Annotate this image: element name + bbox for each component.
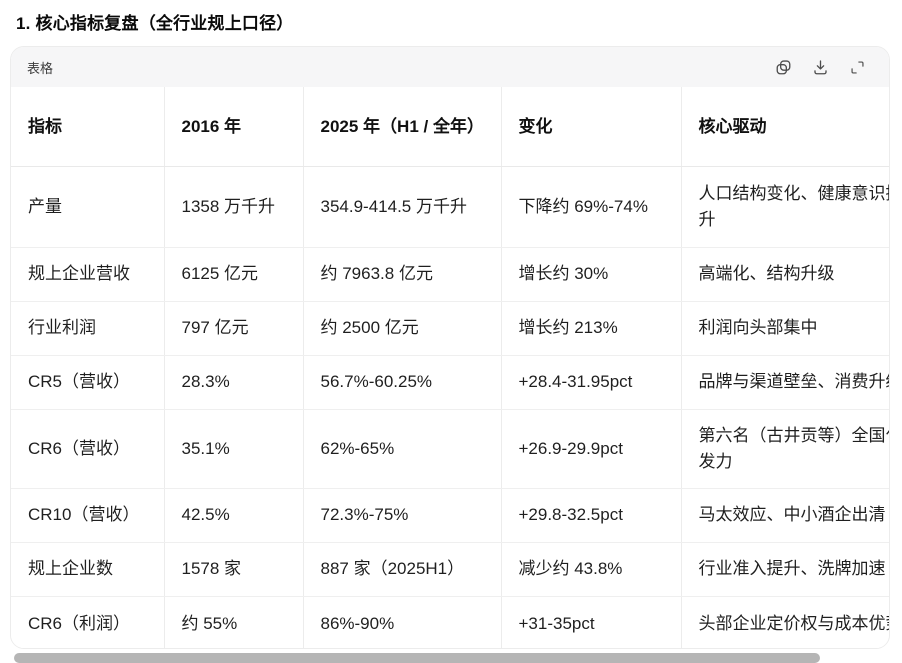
cell-2016: 约 55% — [164, 596, 304, 648]
toolbar-actions — [773, 57, 867, 77]
cell-driver: 利润向头部集中 — [681, 301, 889, 356]
cell-change: +31-35pct — [501, 596, 682, 648]
table-header-row: 指标 2016 年 2025 年（H1 / 全年） 变化 核心驱动 — [11, 87, 889, 167]
expand-icon — [849, 59, 866, 76]
table-row: 行业利润 797 亿元 约 2500 亿元 增长约 213% 利润向头部集中 — [11, 301, 889, 356]
cell-change: +29.8-32.5pct — [501, 488, 682, 543]
table-card-toolbar: 表格 — [11, 47, 889, 87]
cell-change: 增长约 213% — [501, 301, 682, 356]
horizontal-scrollbar-track — [14, 653, 894, 663]
table-row: CR6（利润） 约 55% 86%-90% +31-35pct 头部企业定价权与… — [11, 596, 890, 648]
cell-2016: 28.3% — [164, 355, 304, 410]
download-icon — [811, 58, 830, 77]
table-row: CR6（营收） 35.1% 62%-65% +26.9-29.9pct 第六名（… — [11, 409, 889, 489]
column-header-indicator: 指标 — [11, 87, 165, 167]
cell-2016: 6125 亿元 — [164, 247, 304, 302]
cell-indicator: CR10（营收） — [11, 488, 165, 543]
cell-driver: 人口结构变化、健康意识提升 — [681, 166, 889, 248]
column-header-change: 变化 — [501, 87, 682, 167]
cell-change: +26.9-29.9pct — [501, 409, 682, 489]
cell-driver: 头部企业定价权与成本优势 — [698, 613, 890, 633]
copy-icon — [774, 58, 793, 77]
cell-driver: 马太效应、中小酒企出清 — [681, 488, 889, 543]
cell-2025: 约 7963.8 亿元 — [303, 247, 502, 302]
cell-indicator: 规上企业营收 — [11, 247, 165, 302]
cell-change: 减少约 43.8% — [501, 542, 682, 597]
page-title: 1. 核心指标复盘（全行业规上口径） — [16, 14, 294, 33]
table-row: 规上企业数 1578 家 887 家（2025H1） 减少约 43.8% 行业准… — [11, 542, 889, 597]
cell-2025: 62%-65% — [303, 409, 502, 489]
cell-2025: 86%-90% — [303, 596, 502, 648]
column-header-2025: 2025 年（H1 / 全年） — [303, 87, 502, 167]
cell-driver: 品牌与渠道壁垒、消费升级 — [681, 355, 889, 410]
cell-2025: 约 2500 亿元 — [303, 301, 502, 356]
copy-button[interactable] — [773, 57, 793, 77]
toolbar-title: 表格 — [27, 60, 54, 76]
cell-2025: 56.7%-60.25% — [303, 355, 502, 410]
download-button[interactable] — [810, 57, 830, 77]
cell-2016: 42.5% — [164, 488, 304, 543]
table-row: 规上企业营收 6125 亿元 约 7963.8 亿元 增长约 30% 高端化、结… — [11, 247, 889, 302]
cell-2016: 1578 家 — [164, 542, 304, 597]
cell-indicator: 产量 — [11, 166, 165, 248]
table-row: CR10（营收） 42.5% 72.3%-75% +29.8-32.5pct 马… — [11, 488, 889, 543]
cell-2016: 797 亿元 — [164, 301, 304, 356]
table-row: 产量 1358 万千升 354.9-414.5 万千升 下降约 69%-74% … — [11, 166, 889, 248]
cell-2016: 1358 万千升 — [164, 166, 304, 248]
cell-2025: 887 家（2025H1） — [303, 542, 502, 597]
column-header-driver: 核心驱动 — [681, 87, 889, 167]
horizontal-scrollbar-thumb[interactable] — [14, 653, 820, 663]
cell-indicator: CR6（利润） — [11, 596, 165, 648]
cell-2025: 72.3%-75% — [303, 488, 502, 543]
cell-indicator: 规上企业数 — [11, 542, 165, 597]
table-row: CR5（营收） 28.3% 56.7%-60.25% +28.4-31.95pc… — [11, 355, 889, 410]
expand-button[interactable] — [847, 57, 867, 77]
cell-change: +28.4-31.95pct — [501, 355, 682, 410]
cell-driver: 行业准入提升、洗牌加速 — [681, 542, 889, 597]
cell-change: 下降约 69%-74% — [501, 166, 682, 248]
cell-change: 增长约 30% — [501, 247, 682, 302]
table-scroll-area[interactable]: 指标 2016 年 2025 年（H1 / 全年） 变化 核心驱动 产量 135… — [11, 87, 890, 648]
cell-indicator: CR5（营收） — [11, 355, 165, 410]
data-table: 指标 2016 年 2025 年（H1 / 全年） 变化 核心驱动 产量 135… — [11, 87, 890, 648]
table-card: 表格 — [10, 46, 890, 649]
cell-2016: 35.1% — [164, 409, 304, 489]
cell-indicator: 行业利润 — [11, 301, 165, 356]
column-header-2016: 2016 年 — [164, 87, 304, 167]
cell-driver: 高端化、结构升级 — [681, 247, 889, 302]
cell-indicator: CR6（营收） — [11, 409, 165, 489]
cell-driver: 第六名（古井贡等）全国化发力 — [681, 409, 889, 489]
cell-2025: 354.9-414.5 万千升 — [303, 166, 502, 248]
